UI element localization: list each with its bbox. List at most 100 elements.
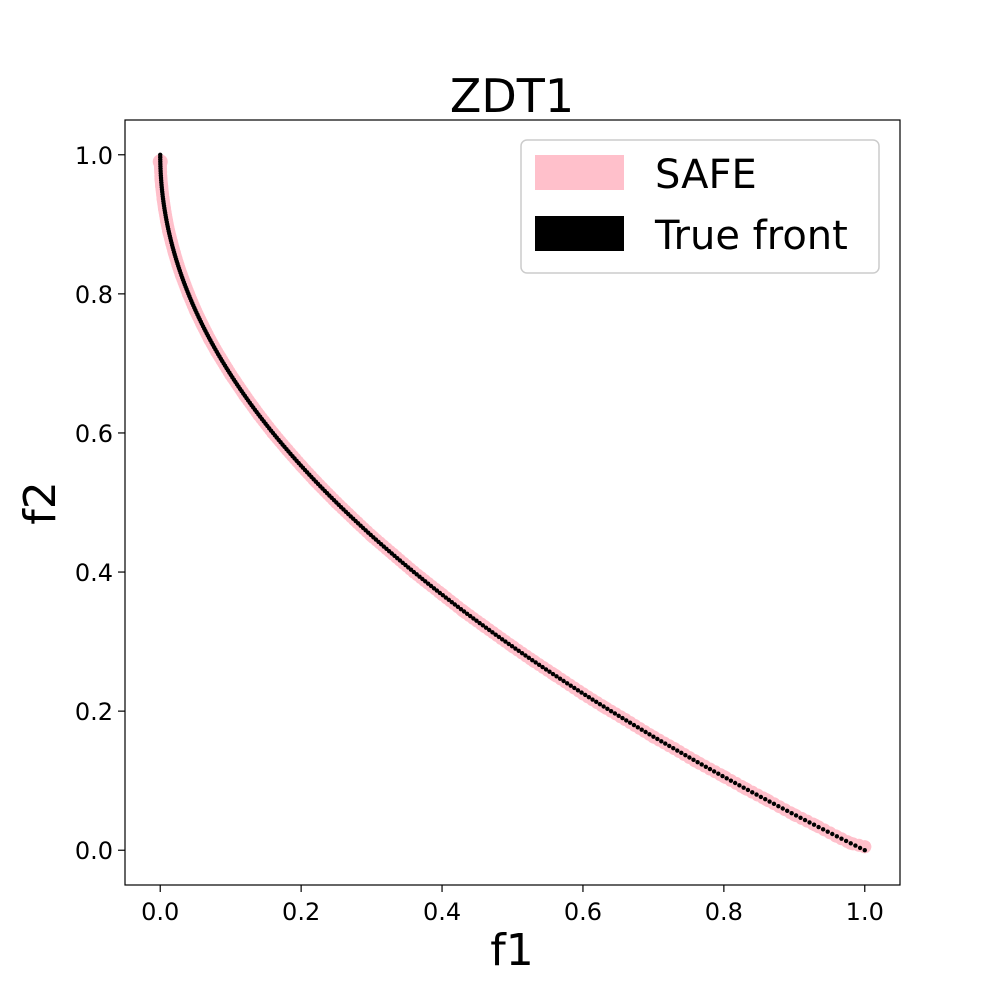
true-front-point [431, 586, 437, 591]
true-front-point [503, 639, 508, 644]
true-front-point [776, 803, 781, 809]
true-front-point [616, 713, 621, 718]
true-front-point [564, 681, 570, 686]
true-front-point [758, 794, 764, 800]
true-front-point [449, 599, 455, 605]
true-front-point [784, 808, 790, 814]
true-front-point [807, 820, 812, 825]
true-front-point [830, 831, 835, 837]
true-front-point [825, 829, 830, 834]
true-front-point [820, 827, 826, 832]
y-axis-label: f2 [15, 481, 66, 524]
y-axis-ticks: 0.0 0.2 0.4 0.6 0.8 1.0 [75, 142, 125, 865]
true-front-point [568, 683, 573, 688]
y-tick-label: 1.0 [75, 142, 113, 170]
true-front-point [547, 669, 552, 674]
true-front-point [572, 685, 577, 691]
true-front-point [711, 769, 717, 774]
true-front-point [586, 695, 592, 700]
true-front-point [526, 655, 532, 661]
true-front-point [437, 590, 443, 596]
true-front-point [695, 759, 700, 765]
legend-swatch-safe [535, 155, 624, 190]
true-front-point [816, 824, 821, 830]
true-front-point [443, 595, 449, 600]
x-tick-label: 1.0 [846, 898, 884, 926]
safe-point [858, 840, 872, 854]
true-front-point [550, 671, 556, 677]
legend: SAFE True front [520, 139, 880, 274]
true-front-series [158, 152, 867, 853]
true-front-point [703, 764, 709, 769]
x-tick-label: 0.2 [282, 898, 320, 926]
true-front-point [643, 729, 648, 735]
true-front-point [605, 706, 610, 712]
true-front-point [667, 743, 672, 749]
true-front-point [612, 711, 618, 716]
true-front-point [691, 757, 696, 763]
true-front-point [716, 771, 721, 776]
true-front-point [798, 815, 803, 820]
true-front-point [554, 674, 559, 679]
true-front-point [853, 843, 858, 848]
true-front-point [509, 644, 515, 649]
true-front-point [857, 845, 863, 851]
true-front-point [499, 637, 505, 642]
true-front-point [699, 762, 704, 767]
true-front-point [789, 810, 794, 816]
true-front-point [579, 690, 584, 695]
true-front-point [793, 813, 799, 818]
legend-label-safe: SAFE [655, 152, 757, 198]
true-front-point [675, 748, 680, 753]
true-front-point [679, 750, 684, 756]
true-front-point [754, 792, 759, 797]
true-front-point [575, 688, 581, 693]
true-front-point [533, 660, 538, 665]
true-front-point [848, 841, 853, 846]
true-front-point [707, 766, 713, 772]
true-front-point [474, 618, 479, 623]
y-tick-label: 0.6 [75, 420, 113, 448]
true-front-point [843, 838, 849, 844]
y-tick-label: 0.4 [75, 559, 113, 587]
true-front-point [590, 697, 595, 702]
true-front-point [468, 613, 473, 619]
true-front-point [458, 606, 464, 612]
true-front-point [811, 822, 817, 827]
true-front-point [440, 593, 446, 598]
true-front-point [601, 704, 606, 709]
y-tick-label: 0.8 [75, 281, 113, 309]
true-front-point [683, 752, 688, 758]
true-front-point [728, 778, 734, 783]
true-front-point [834, 834, 840, 839]
true-front-point [750, 790, 755, 795]
true-front-point [620, 715, 625, 721]
true-front-point [737, 783, 742, 788]
true-front-point [687, 755, 692, 760]
true-front-point [608, 708, 614, 714]
true-front-point [477, 620, 482, 626]
true-front-point [530, 657, 535, 663]
true-front-point [557, 676, 563, 681]
true-front-point [561, 678, 566, 684]
true-front-point [780, 806, 785, 811]
true-front-point [480, 623, 486, 628]
true-front-point [627, 720, 633, 725]
true-front-point [745, 787, 751, 793]
true-front-point [597, 701, 603, 707]
true-front-point [720, 773, 725, 779]
true-front-point [635, 725, 641, 730]
x-axis-ticks: 0.0 0.2 0.4 0.6 0.8 1.0 [141, 885, 884, 926]
true-front-point [767, 799, 772, 804]
true-front-point [540, 664, 545, 670]
true-front-point [671, 746, 676, 751]
true-front-point [659, 739, 664, 744]
legend-label-true-front: True front [654, 213, 848, 259]
true-front-point [624, 718, 629, 723]
true-front-point [543, 667, 549, 672]
true-front-point [639, 727, 644, 732]
true-front-point [490, 630, 495, 635]
true-front-point [519, 650, 525, 656]
true-front-point [724, 776, 729, 781]
chart-title: ZDT1 [450, 69, 574, 123]
